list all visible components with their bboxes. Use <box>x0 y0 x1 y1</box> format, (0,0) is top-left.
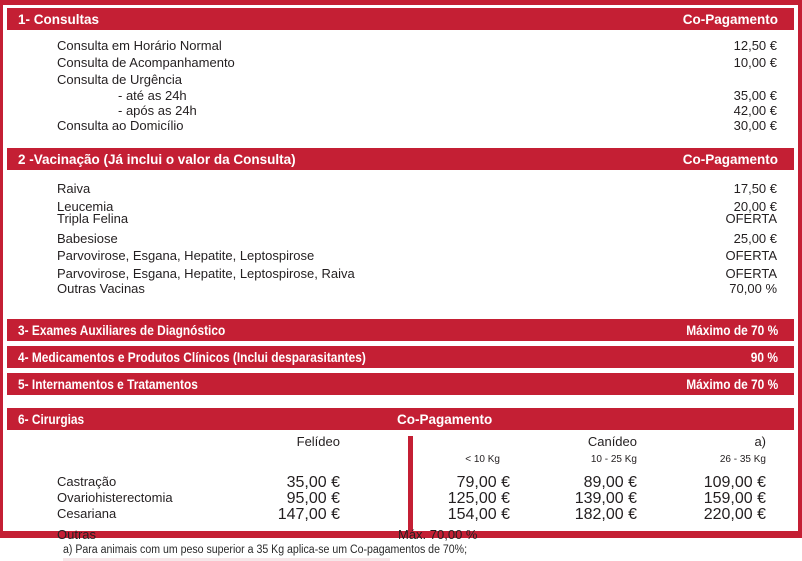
column-header-canideo: Canídeo <box>587 434 637 449</box>
section-value: Máximo de 70 % <box>686 322 778 338</box>
price-row: Consulta em Horário Normal 12,50 € <box>57 38 777 53</box>
section-header-cirurgias: 6- Cirurgias Co-Pagamento <box>7 408 794 430</box>
service-label: Babesiose <box>57 231 118 246</box>
surgery-price-26-35kg: 220,00 € <box>703 506 766 523</box>
price-row: Tripla Felina OFERTA <box>57 211 777 226</box>
surgery-price-lt10kg: 125,00 € <box>447 490 510 507</box>
service-label: - até as 24h <box>118 88 187 103</box>
partial-next-section-strip <box>63 558 390 561</box>
surgery-price-10-25kg: 139,00 € <box>574 490 637 507</box>
surgery-price-26-35kg: 109,00 € <box>703 474 766 491</box>
surgery-label: Ovariohisterectomia <box>57 490 173 505</box>
service-price: 20,00 € <box>733 199 777 214</box>
surgery-price-felideo: 35,00 € <box>286 474 340 491</box>
surgery-price-10-25kg: 182,00 € <box>574 506 637 523</box>
service-label: Leucemia <box>57 199 114 214</box>
service-price: 42,00 € <box>733 103 777 118</box>
surgery-price-felideo: 95,00 € <box>286 490 340 507</box>
price-row: Consulta de Acompanhamento 10,00 € <box>57 55 777 70</box>
section-title: 6- Cirurgias <box>18 411 85 427</box>
price-row: Leucemia 20,00 € <box>57 199 777 214</box>
cirurgias-table: Felídeo Canídeo a) < 10 Kg 10 - 25 Kg 26… <box>7 430 794 547</box>
price-row: - até as 24h 35,00 € <box>57 88 777 103</box>
surgery-label-outras: Outras <box>57 527 97 542</box>
surgery-price-lt10kg: 154,00 € <box>447 506 510 523</box>
price-row: - após as 24h 42,00 € <box>57 103 777 118</box>
column-divider <box>408 436 413 532</box>
service-price: 25,00 € <box>733 231 777 246</box>
section-title: 4- Medicamentos e Produtos Clínicos (Inc… <box>18 349 366 365</box>
price-row: Consulta de Urgência <box>57 72 777 87</box>
copagamento-column-header: Co-Pagamento <box>682 151 778 167</box>
service-price: 35,00 € <box>733 88 777 103</box>
service-price: OFERTA <box>725 211 777 226</box>
service-label: Consulta ao Domicílio <box>57 118 184 133</box>
section-title: 1- Consultas <box>18 11 100 27</box>
service-price: 10,00 € <box>733 55 777 70</box>
service-label: Outras Vacinas <box>57 281 145 296</box>
service-label: Consulta em Horário Normal <box>57 38 222 53</box>
service-price: 70,00 % <box>729 281 777 296</box>
price-table: 1- Consultas Co-Pagamento Consulta em Ho… <box>0 0 802 542</box>
service-price: 17,50 € <box>733 181 777 196</box>
column-subheader-lt10kg: < 10 Kg <box>465 454 500 465</box>
column-header-note-ref: a) <box>754 434 766 449</box>
column-header-felideo: Felídeo <box>296 434 340 449</box>
service-label: Consulta de Acompanhamento <box>57 55 235 70</box>
price-row: Raiva 17,50 € <box>57 181 777 196</box>
section-value: Máximo de 70 % <box>686 376 778 392</box>
footnote: a) Para animais com um peso superior a 3… <box>63 544 468 556</box>
section-header-vacinacao: 2 -Vacinação (Já inclui o valor da Consu… <box>7 148 794 170</box>
service-price: OFERTA <box>725 248 777 263</box>
surgery-price-10-25kg: 89,00 € <box>583 474 637 491</box>
copagamento-column-header: Co-Pagamento <box>682 11 778 27</box>
section-title: 2 -Vacinação (Já inclui o valor da Consu… <box>18 151 296 167</box>
price-row: Parvovirose, Esgana, Hepatite, Leptospir… <box>57 248 777 263</box>
section-title: 3- Exames Auxiliares de Diagnóstico <box>18 322 226 338</box>
surgery-price-lt10kg: 79,00 € <box>456 474 510 491</box>
surgery-price-26-35kg: 159,00 € <box>703 490 766 507</box>
surgery-outras-value: Máx. 70,00 % <box>398 527 478 542</box>
copagamento-column-header: Co-Pagamento <box>397 411 493 427</box>
price-row: Parvovirose, Esgana, Hepatite, Leptospir… <box>57 266 777 281</box>
surgery-label: Cesariana <box>57 506 117 521</box>
service-price: 12,50 € <box>733 38 777 53</box>
service-label: Parvovirose, Esgana, Hepatite, Leptospir… <box>57 248 315 263</box>
surgery-label: Castração <box>57 474 117 489</box>
price-row: Outras Vacinas 70,00 % <box>57 281 777 296</box>
surgery-price-felideo: 147,00 € <box>277 506 340 523</box>
service-label: Consulta de Urgência <box>57 72 183 87</box>
service-label: Raiva <box>57 181 91 196</box>
vacinacao-list: Raiva 17,50 € Leucemia 20,00 € Tripla Fe… <box>7 181 794 319</box>
section-title: 5- Internamentos e Tratamentos <box>18 376 198 392</box>
service-price: OFERTA <box>725 266 777 281</box>
service-label: - após as 24h <box>118 103 197 118</box>
service-label: Parvovirose, Esgana, Hepatite, Leptospir… <box>57 266 355 281</box>
section-header-consultas: 1- Consultas Co-Pagamento <box>7 8 794 30</box>
section-value: 90 % <box>750 349 778 365</box>
service-label: Tripla Felina <box>57 211 129 226</box>
section-header-medicamentos: 4- Medicamentos e Produtos Clínicos (Inc… <box>7 346 794 368</box>
consultas-list: Consulta em Horário Normal 12,50 € Consu… <box>7 38 794 148</box>
service-price: 30,00 € <box>733 118 777 133</box>
section-header-internamentos: 5- Internamentos e Tratamentos Máximo de… <box>7 373 794 395</box>
price-row: Consulta ao Domicílio 30,00 € <box>57 118 777 133</box>
section-header-exames: 3- Exames Auxiliares de Diagnóstico Máxi… <box>7 319 794 341</box>
price-row: Babesiose 25,00 € <box>57 231 777 246</box>
column-subheader-26-35kg: 26 - 35 Kg <box>719 454 766 465</box>
column-subheader-10-25kg: 10 - 25 Kg <box>590 454 637 465</box>
